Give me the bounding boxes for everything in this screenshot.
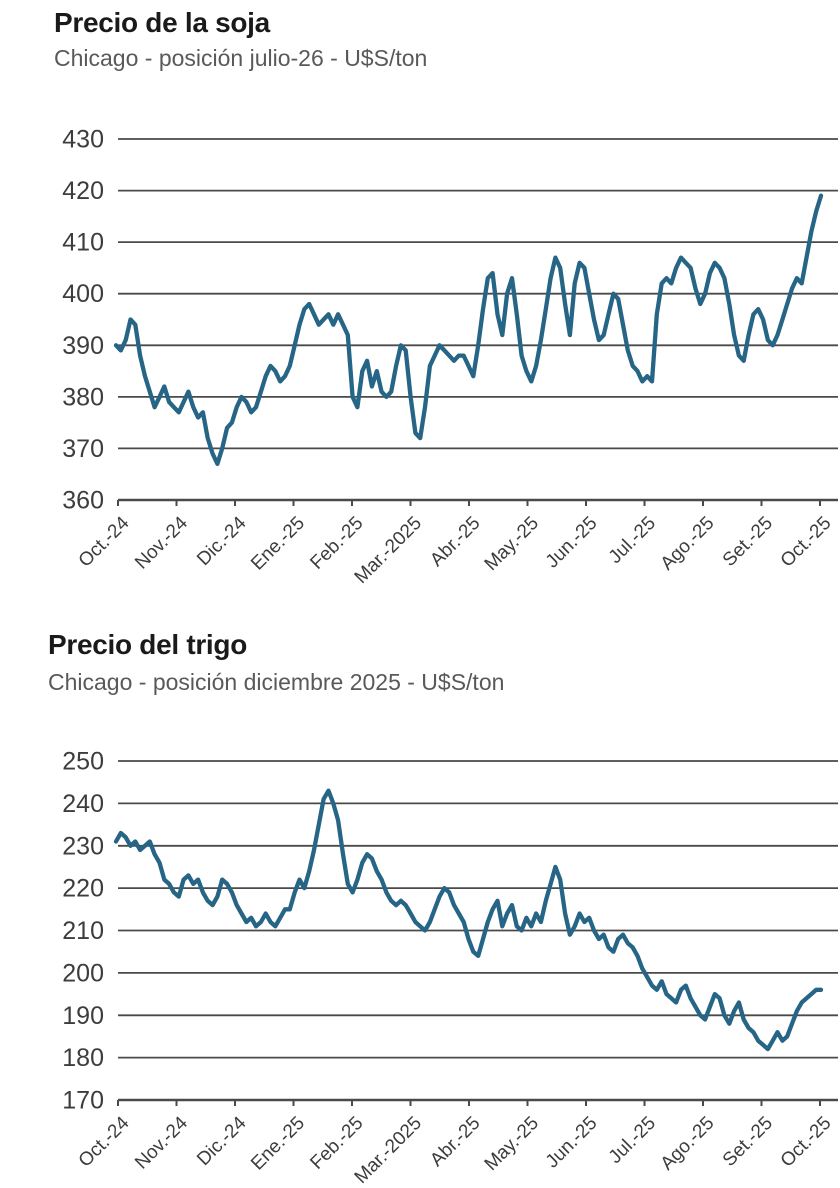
svg-text:Oct.-25: Oct.-25 <box>777 513 836 572</box>
svg-text:Abr.-25: Abr.-25 <box>426 1113 484 1171</box>
svg-text:Ene.-25: Ene.-25 <box>247 513 309 575</box>
svg-text:Jul.-25: Jul.-25 <box>605 1113 660 1168</box>
wheat-chart-subtitle: Chicago - posición diciembre 2025 - U$S/… <box>48 669 505 695</box>
svg-text:430: 430 <box>62 126 104 154</box>
svg-text:230: 230 <box>62 832 104 860</box>
svg-text:Jul.-25: Jul.-25 <box>605 513 660 568</box>
svg-text:220: 220 <box>62 875 104 903</box>
svg-text:Dic.-24: Dic.-24 <box>193 1112 251 1170</box>
soy-chart-title: Precio de la soja <box>54 7 270 38</box>
soy-chart-subtitle: Chicago - posición julio-26 - U$S/ton <box>54 45 428 71</box>
svg-text:Nov.-24: Nov.-24 <box>131 1112 192 1173</box>
svg-text:360: 360 <box>62 487 104 515</box>
svg-text:Ago.-25: Ago.-25 <box>657 1113 719 1175</box>
svg-text:Ene.-25: Ene.-25 <box>247 1113 309 1175</box>
svg-text:Set.-25: Set.-25 <box>719 513 777 571</box>
svg-text:240: 240 <box>62 790 104 818</box>
svg-text:Ago.-25: Ago.-25 <box>657 513 719 575</box>
svg-text:170: 170 <box>62 1087 104 1115</box>
svg-text:May.-25: May.-25 <box>481 513 543 575</box>
svg-text:Oct.-24: Oct.-24 <box>75 1112 134 1171</box>
svg-text:190: 190 <box>62 1002 104 1030</box>
svg-text:370: 370 <box>62 435 104 463</box>
wheat-chart-title: Precio del trigo <box>48 629 248 660</box>
svg-text:200: 200 <box>62 959 104 987</box>
svg-text:380: 380 <box>62 383 104 411</box>
svg-text:May.-25: May.-25 <box>481 1113 543 1175</box>
wheat-price-line-chart: 250 240 230 220 210 200 190 180 170Oct.-24Nov.-2… <box>62 748 838 1188</box>
svg-text:250: 250 <box>62 748 104 776</box>
svg-text:180: 180 <box>62 1044 104 1072</box>
svg-text:410: 410 <box>62 229 104 257</box>
svg-text:390: 390 <box>62 332 104 360</box>
svg-text:Set.-25: Set.-25 <box>719 1113 777 1171</box>
svg-text:Dic.-24: Dic.-24 <box>193 512 251 570</box>
svg-text:Abr.-25: Abr.-25 <box>426 513 484 571</box>
svg-text:Nov.-24: Nov.-24 <box>131 512 192 573</box>
svg-text:Oct.-25: Oct.-25 <box>777 1113 836 1172</box>
svg-text:420: 420 <box>62 177 104 205</box>
svg-text:Jun.-25: Jun.-25 <box>542 513 602 573</box>
svg-text:210: 210 <box>62 917 104 945</box>
svg-text:Oct.-24: Oct.-24 <box>75 512 134 571</box>
svg-text:400: 400 <box>62 280 104 308</box>
svg-text:Jun.-25: Jun.-25 <box>542 1113 602 1173</box>
